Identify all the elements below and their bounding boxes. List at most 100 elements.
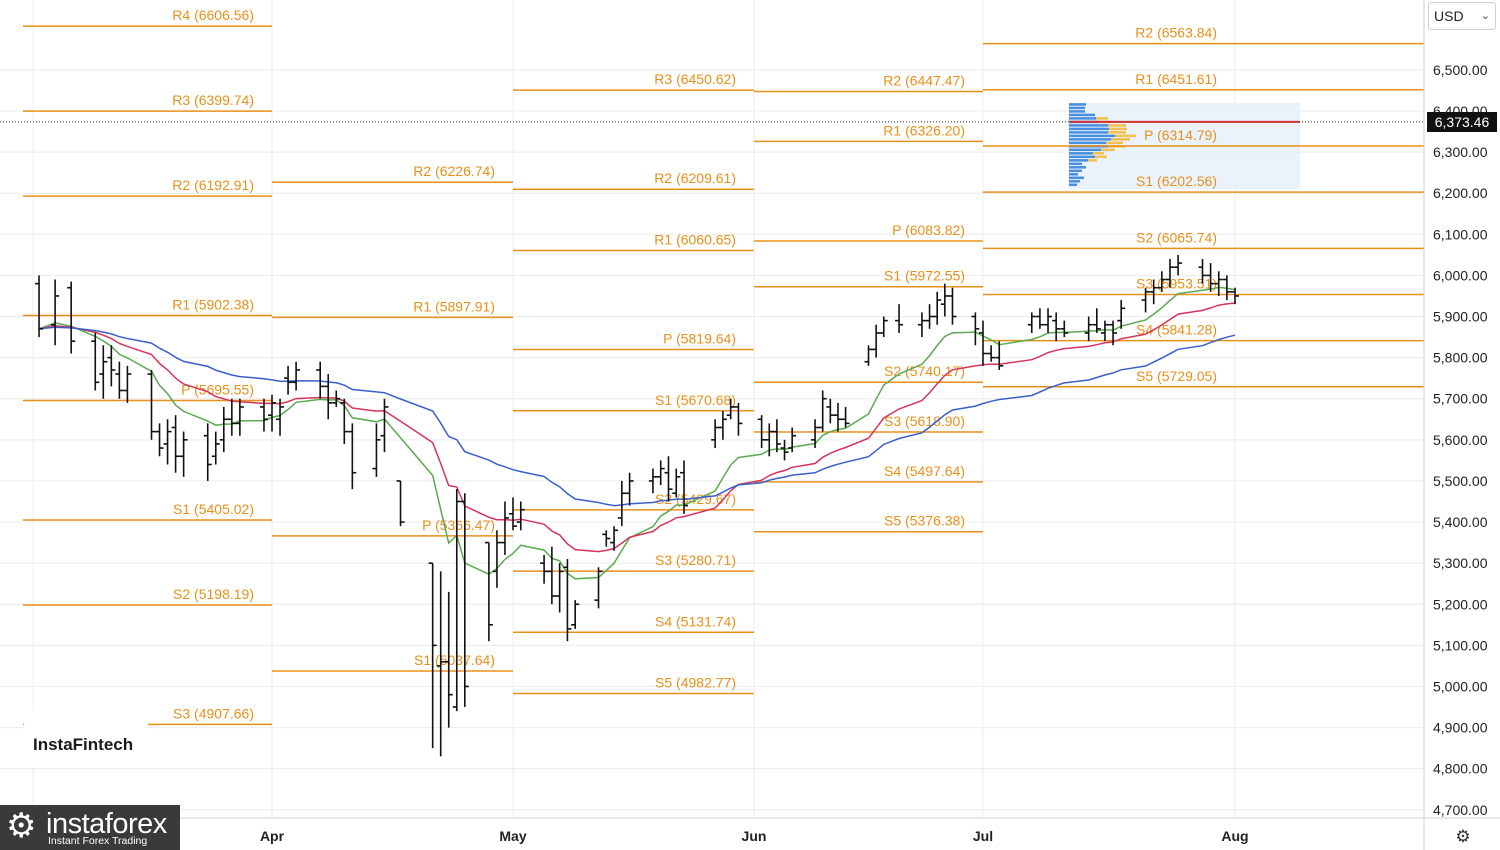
y-tick-label: 6,300.00 [1433, 144, 1488, 160]
pivot-level-label: P (5819.64) [663, 331, 736, 347]
ohlc-bar [276, 398, 285, 436]
x-tick-label: Apr [260, 828, 285, 844]
volume-profile-bar [1069, 131, 1108, 134]
pivot-level-label: S2 (6065.74) [1136, 229, 1217, 245]
brand-logo-text: InstaFintech [33, 735, 134, 754]
pivot-level-label: S4 (5497.64) [884, 463, 965, 479]
pivot-level-label: R2 (6447.47) [883, 72, 965, 88]
volume-profile-bar-value [1115, 134, 1136, 138]
ohlc-bar [547, 546, 556, 605]
ohlc-bar [500, 501, 509, 555]
pivot-level-label: P (6083.82) [892, 222, 965, 238]
ohlc-bar [826, 398, 835, 424]
ohlc-bar [1100, 320, 1109, 342]
pivot-levels: R4 (6606.56) R3 (6399.74) R2 (6192.91) R1 (… [22, 7, 1424, 726]
ohlc-bar [259, 398, 268, 432]
ohlc-bar [1117, 300, 1126, 329]
y-tick-label: 5,800.00 [1433, 350, 1488, 366]
y-tick-label: 6,100.00 [1433, 226, 1488, 242]
ohlc-bar [1149, 279, 1158, 305]
ohlc-bar [107, 345, 116, 387]
volume-profile-bar [1069, 148, 1101, 152]
ohlc-bar [171, 415, 180, 473]
ohlc-bar [602, 530, 611, 547]
pivot-level-label: R1 (6451.61) [1135, 71, 1217, 87]
ohlc-bar [227, 398, 236, 436]
ohlc-bar [1052, 312, 1061, 342]
ohlc-bar [1044, 308, 1053, 333]
volume-profile-bar [1069, 106, 1085, 110]
ohlc-bar [571, 600, 580, 629]
ohlc-bar [484, 541, 493, 642]
ohlc-bar [734, 402, 743, 436]
ohlc-bar [163, 419, 172, 465]
ohlc-bar [516, 501, 525, 531]
y-tick-label: 5,200.00 [1433, 596, 1488, 612]
ohlc-bar [1174, 254, 1183, 276]
ohlc-bar [1206, 263, 1215, 292]
ohlc-bar [617, 480, 626, 527]
volume-profile-bar [1069, 183, 1077, 187]
ohlc-bar [292, 361, 301, 391]
volume-profile-bar-value [1101, 148, 1115, 152]
ohlc-bar [1035, 308, 1044, 329]
ohlc-bar [1198, 258, 1207, 284]
volume-profile-bar [1069, 113, 1095, 117]
ohlc-bar [332, 390, 341, 407]
ohlc-bar [1165, 258, 1174, 288]
volume-profile-bar [1069, 162, 1082, 166]
ohlc-bar [555, 563, 564, 613]
pivot-level-label: S5 (5729.05) [1136, 368, 1217, 384]
ohlc-bar [203, 423, 212, 481]
ohlc-bar [648, 468, 657, 494]
ohlc-bar [563, 559, 572, 642]
volume-profile-bar-value [1096, 117, 1108, 120]
ohlc-bar [1231, 287, 1239, 305]
pivot-level-label: R2 (6563.84) [1135, 25, 1217, 41]
ohlc-bar [67, 281, 76, 354]
pivot-level-label: P (5366.47) [422, 517, 495, 533]
ohlc-bar [772, 419, 781, 453]
pivot-level-label: P (6314.79) [1144, 127, 1217, 143]
volume-profile-bar [1069, 166, 1086, 169]
ohlc-bar [757, 415, 766, 449]
x-tick-label: May [499, 828, 526, 844]
pivot-level-label: R2 (6192.91) [172, 177, 254, 193]
ohlc-bar [864, 345, 873, 366]
ohlc-bar [509, 497, 517, 531]
ohlc-bar [1157, 271, 1166, 292]
y-tick-label: 5,100.00 [1433, 637, 1488, 653]
y-tick-label: 4,900.00 [1433, 720, 1488, 736]
ohlc-bar [788, 427, 797, 453]
volume-profile-bar [1069, 124, 1108, 127]
ohlc-bar [436, 571, 445, 757]
settings-gear-icon[interactable]: ⚙ [1455, 827, 1471, 846]
watermark-panel [0, 805, 180, 850]
y-tick-label: 5,700.00 [1433, 391, 1488, 407]
ohlc-bar [452, 489, 461, 712]
volume-profile-bar [1069, 176, 1084, 180]
currency-selector[interactable]: USD ⌄ [1428, 2, 1496, 30]
ohlc-bar [664, 456, 673, 502]
ohlc-bar [948, 287, 957, 325]
pivot-level-label: R1 (6060.65) [654, 231, 736, 247]
ohlc-bar [91, 332, 100, 391]
y-tick-label: 6,000.00 [1433, 267, 1488, 283]
pivot-level-label: R2 (6226.74) [413, 163, 495, 179]
volume-profile-bar [1069, 152, 1093, 155]
pivot-level-label: R1 (5902.38) [172, 297, 254, 313]
ohlc-bar [35, 275, 44, 338]
ohlc-bar [99, 345, 108, 399]
ohlc-bar [155, 423, 164, 457]
ohlc-bar [979, 320, 987, 366]
ohlc-bar [51, 279, 60, 346]
pivot-level-label: S2 (5198.19) [173, 586, 254, 602]
ohlc-bar [672, 468, 681, 498]
volume-profile-bar [1069, 180, 1080, 183]
watermark-tagline: Instant Forex Trading [48, 835, 148, 847]
ohlc-bar [833, 402, 842, 432]
ohlc-bar [1141, 287, 1150, 313]
